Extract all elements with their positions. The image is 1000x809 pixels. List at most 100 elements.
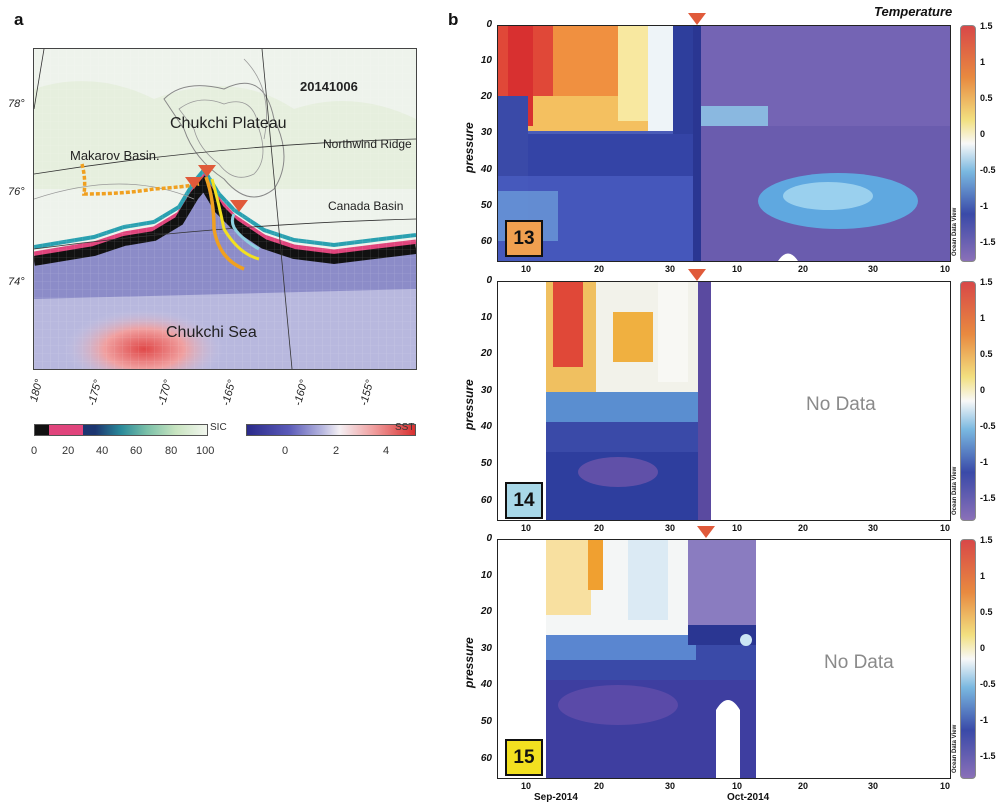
plot-14-x-tick: 30 — [868, 523, 879, 533]
colorbar-tick: 1.5 — [980, 535, 993, 545]
sea-ice-map: 20141006 Chukchi Plateau Northwind Ridge… — [33, 48, 417, 370]
canada-basin-label: Canada Basin — [328, 199, 404, 213]
panel-b-letter: b — [448, 10, 459, 29]
plot-13-x-tick: 20 — [594, 264, 605, 274]
plot-15-marker — [697, 526, 715, 538]
sic-tick-0: 0 — [31, 445, 38, 457]
plot-13-pressure-label: pressure — [462, 121, 476, 173]
colorbar-tick: 1.5 — [980, 277, 993, 287]
month-label-oct: Oct-2014 — [727, 792, 770, 803]
plot-13-x-tick: 10 — [521, 264, 532, 274]
plot-14-y-tick: 20 — [480, 348, 492, 360]
plot-13-badge: 13 — [505, 220, 543, 257]
plot-14-y-tick: 0 — [486, 275, 492, 286]
chukchi-sea-label: Chukchi Sea — [166, 324, 257, 341]
colorbar-tick: 0 — [980, 385, 986, 395]
plot-13-y-tick: 50 — [480, 199, 492, 211]
plot-14-no-data: No Data — [806, 394, 876, 415]
plot-13-x-tick: 30 — [665, 264, 676, 274]
plot-13-y-tick: 0 — [486, 19, 492, 30]
plot-14-x-tick: 10 — [521, 523, 532, 533]
lon-label-170: -170° — [156, 378, 175, 408]
plot-15-x-tick: 10 — [521, 781, 532, 791]
lon-label-165: -165° — [220, 378, 239, 408]
lon-label-175: -175° — [86, 378, 105, 408]
deployment-marker-1 — [185, 177, 203, 189]
plot-15-no-data: No Data — [824, 652, 894, 673]
colorbar-tick: -0.5 — [980, 421, 996, 431]
sic-tick-80: 80 — [165, 445, 178, 457]
colorbar-tick: -1 — [980, 715, 989, 725]
lon-label-160: -160° — [292, 378, 311, 408]
panel-a-letter: a — [14, 10, 24, 29]
northwind-ridge-label: Northwind Ridge — [323, 137, 412, 151]
colorbar-tick: -1.5 — [980, 237, 996, 247]
sst-tick-2: 2 — [333, 445, 340, 457]
colorbar-tick: 0.5 — [980, 93, 993, 103]
lat-label-74: 74° — [8, 276, 25, 288]
plot-13 — [497, 25, 951, 262]
sic-colorbar — [34, 424, 208, 436]
plot-13-x-tick: 10 — [732, 264, 743, 274]
sic-tick-100: 100 — [196, 445, 215, 457]
plot-13-y-tick: 30 — [480, 127, 492, 139]
plot-14-y-tick: 30 — [480, 384, 492, 396]
plot-14-x-tick: 10 — [940, 523, 951, 533]
plot-15-x-tick: 10 — [732, 781, 743, 791]
sst-colorbar — [246, 424, 416, 436]
date-label: 20141006 — [300, 79, 358, 94]
plot-15-x-tick: 20 — [594, 781, 605, 791]
colorbar-tick: 1 — [980, 571, 986, 581]
colorbar-tick: 1 — [980, 57, 986, 67]
plot-13-y-tick: 60 — [480, 235, 492, 247]
plot-14-pressure-label: pressure — [462, 379, 476, 430]
plot-14-y-tick: 40 — [480, 421, 492, 433]
plot-15-y-tick: 30 — [480, 642, 492, 654]
sst-tick-0: 0 — [282, 445, 289, 457]
temp-colorbar-13 — [960, 25, 976, 262]
colorbar-tick: -1 — [980, 201, 989, 211]
colorbar-tick: -1 — [980, 457, 989, 467]
temperature-title: Temperature — [874, 4, 953, 19]
deployment-marker-2 — [198, 165, 216, 177]
plot-15-y-tick: 10 — [480, 569, 492, 581]
plot-15-section — [546, 540, 756, 778]
plot-14-y-tick: 50 — [480, 458, 492, 470]
deployment-marker-3 — [230, 200, 248, 212]
lat-label-76: 76° — [8, 186, 25, 198]
plot-13-x-tick: 20 — [798, 264, 809, 274]
plot-14-y-tick: 60 — [480, 494, 492, 506]
sic-tick-60: 60 — [130, 445, 143, 457]
colorbar-tick: -1.5 — [980, 493, 996, 503]
lat-label-78: 78° — [8, 98, 25, 110]
plot-14-watermark: Ocean Data View — [952, 466, 958, 515]
colorbar-tick: 1.5 — [980, 21, 993, 31]
plot-14-x-tick: 20 — [798, 523, 809, 533]
plot-14-x-tick: 20 — [594, 523, 605, 533]
plot-14-section — [546, 282, 711, 520]
plot-14-marker — [688, 269, 706, 281]
colorbar-tick: -0.5 — [980, 679, 996, 689]
colorbar-tick: 1 — [980, 313, 986, 323]
plot-13-section — [498, 26, 950, 261]
colorbar-tick: 0 — [980, 129, 986, 139]
plot-15-x-tick: 30 — [665, 781, 676, 791]
makarov-basin-label: Makarov Basin. — [70, 148, 160, 163]
plot-15-watermark: Ocean Data View — [952, 724, 958, 773]
colorbar-tick: -0.5 — [980, 165, 996, 175]
colorbar-tick: -1.5 — [980, 751, 996, 761]
plot-13-x-tick: 10 — [940, 264, 951, 274]
plot-15-x-tick: 10 — [940, 781, 951, 791]
plot-13-watermark: Ocean Data View — [952, 207, 958, 256]
plot-15-y-tick: 20 — [480, 606, 492, 618]
plot-15-badge: 15 — [505, 739, 543, 776]
plot-15 — [497, 539, 951, 779]
plot-13-y-tick: 20 — [480, 91, 492, 103]
temp-colorbar-15 — [960, 539, 976, 779]
plot-14-x-tick: 30 — [665, 523, 676, 533]
plot-14-x-tick: 10 — [732, 523, 743, 533]
plot-15-x-tick: 20 — [798, 781, 809, 791]
plot-15-y-tick: 60 — [480, 752, 492, 764]
plot-13-y-tick: 10 — [480, 55, 492, 67]
sic-label: SIC — [210, 422, 227, 433]
